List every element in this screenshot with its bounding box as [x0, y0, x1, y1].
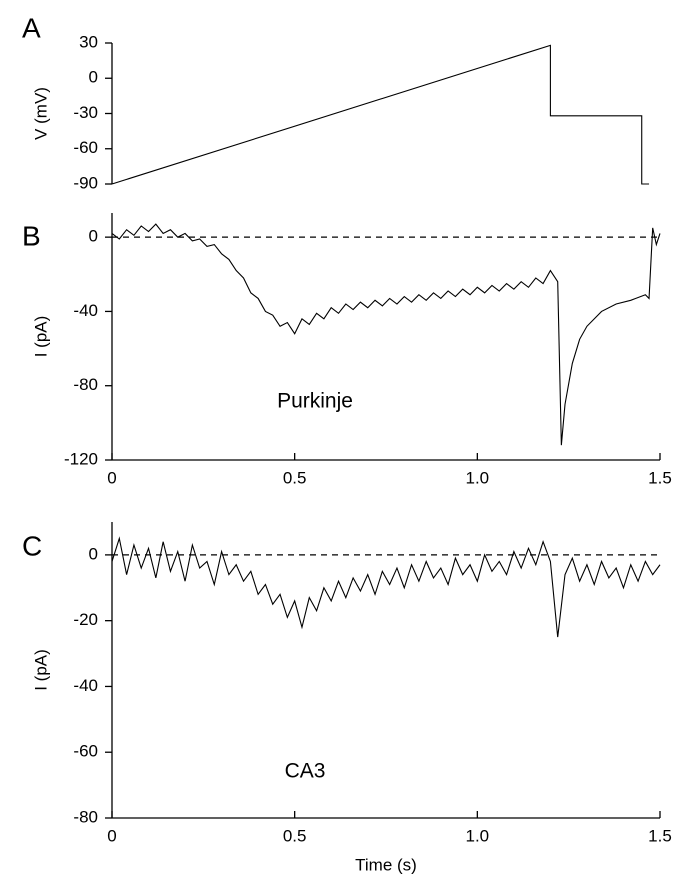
- panel-label: A: [22, 12, 41, 43]
- y-axis-label: V (mV): [31, 87, 50, 140]
- y-tick-label: -40: [73, 676, 98, 695]
- x-tick-label: 1.0: [466, 468, 490, 487]
- y-tick-label: -20: [73, 610, 98, 629]
- y-tick-label: 0: [89, 227, 98, 246]
- annotation: CA3: [285, 760, 326, 783]
- x-tick-label: 0.5: [283, 468, 307, 487]
- y-axis-label: I (pA): [31, 649, 50, 691]
- x-tick-label: 1.5: [648, 468, 672, 487]
- annotation: Purkinje: [277, 390, 353, 413]
- y-tick-label: -30: [73, 103, 98, 122]
- y-tick-label: -80: [73, 375, 98, 394]
- x-tick-label: 0: [107, 826, 116, 845]
- trace: [111, 44, 650, 185]
- y-tick-label: 0: [89, 544, 98, 563]
- trace: [111, 536, 661, 638]
- y-tick-label: 30: [79, 32, 98, 51]
- trace: [111, 223, 661, 446]
- x-axis-label: Time (s): [355, 855, 417, 874]
- y-tick-label: 0: [89, 68, 98, 87]
- y-tick-label: -60: [73, 138, 98, 157]
- y-tick-label: -80: [73, 807, 98, 826]
- y-tick-label: -60: [73, 742, 98, 761]
- y-axis-label: I (pA): [31, 316, 50, 358]
- x-tick-label: 1.0: [466, 826, 490, 845]
- x-tick-label: 1.5: [648, 826, 672, 845]
- x-tick-label: 0.5: [283, 826, 307, 845]
- y-tick-label: -90: [73, 173, 98, 192]
- panel-label: B: [22, 220, 41, 251]
- x-tick-label: 0: [107, 468, 116, 487]
- y-tick-label: -40: [73, 301, 98, 320]
- y-tick-label: -120: [64, 449, 98, 468]
- panel-label: C: [22, 530, 42, 561]
